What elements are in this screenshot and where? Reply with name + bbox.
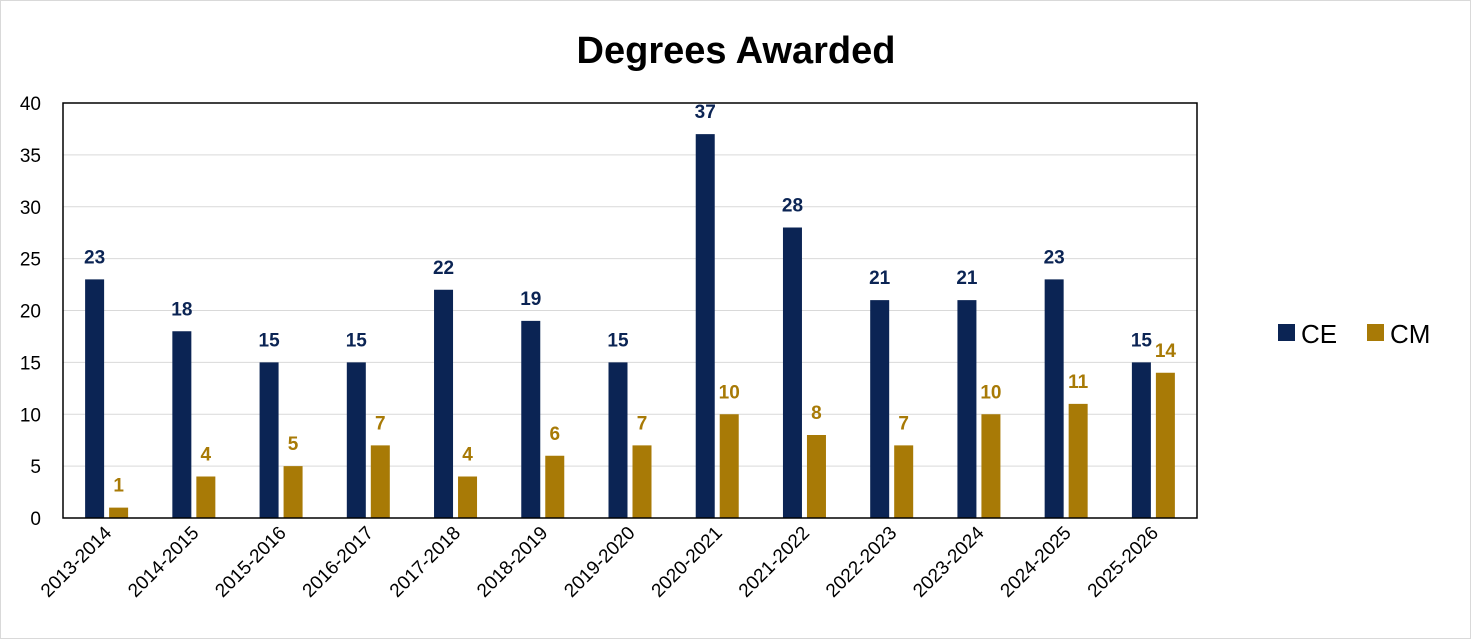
bar-ce <box>346 362 366 518</box>
y-tick-label: 40 <box>20 94 41 115</box>
bar-cm <box>1068 403 1088 518</box>
gridlines <box>63 154 1197 467</box>
data-label-ce: 18 <box>171 299 192 320</box>
data-label-ce: 37 <box>695 102 716 123</box>
data-label-cm: 10 <box>980 382 1001 403</box>
legend-label-ce: CE <box>1301 319 1337 349</box>
x-tick-label: 2022-2023 <box>822 523 901 602</box>
x-tick-label: 2020-2021 <box>648 523 727 602</box>
bar-cm <box>894 445 914 518</box>
data-label-cm: 7 <box>375 413 386 434</box>
data-label-cm: 1 <box>113 476 124 497</box>
data-label-ce: 22 <box>433 258 454 279</box>
chart-title: Degrees Awarded <box>577 30 896 72</box>
data-label-ce: 21 <box>869 268 891 289</box>
bar-ce <box>1044 279 1064 518</box>
bar-ce <box>521 320 541 518</box>
plot-area-border <box>62 102 1198 519</box>
data-label-ce: 23 <box>84 247 105 268</box>
data-label-cm: 4 <box>201 445 212 466</box>
legend: CE CM <box>1278 319 1430 349</box>
data-label-ce: 15 <box>607 330 629 351</box>
bar-ce <box>957 300 977 518</box>
data-label-cm: 10 <box>719 382 740 403</box>
y-tick-label: 25 <box>20 250 41 271</box>
x-tick-label: 2014-2015 <box>124 523 203 602</box>
bar-cm <box>196 476 216 518</box>
y-tick-label: 5 <box>30 457 41 478</box>
data-label-ce: 19 <box>520 289 541 310</box>
data-label-cm: 4 <box>462 445 473 466</box>
bar-ce <box>434 289 454 518</box>
x-tick-label: 2017-2018 <box>386 523 465 602</box>
data-label-ce: 21 <box>956 268 978 289</box>
bar-ce <box>782 227 802 518</box>
bar-ce <box>85 279 105 518</box>
bar-cm <box>458 476 478 518</box>
x-tick-label: 2024-2025 <box>997 523 1076 602</box>
legend-label-cm: CM <box>1390 319 1430 349</box>
y-axis-ticks: 0 5 10 15 20 25 30 35 40 <box>20 94 41 530</box>
y-tick-label: 0 <box>30 509 41 530</box>
y-tick-label: 15 <box>20 353 41 374</box>
bar-ce <box>870 300 890 518</box>
x-tick-label: 2018-2019 <box>473 523 552 602</box>
x-tick-label: 2019-2020 <box>560 523 639 602</box>
y-tick-label: 30 <box>20 198 41 219</box>
x-axis-ticks: 2013-2014 2014-2015 2015-2016 2016-2017 2017… <box>37 522 1163 601</box>
data-label-cm: 5 <box>288 434 299 455</box>
x-tick-label: 2013-2014 <box>37 522 116 601</box>
bar-cm <box>109 507 129 518</box>
bar-cm <box>719 414 739 518</box>
data-label-cm: 7 <box>898 413 909 434</box>
data-label-cm: 8 <box>811 403 822 424</box>
bar-cm <box>1155 372 1175 518</box>
x-tick-label: 2021-2022 <box>735 523 814 602</box>
data-label-cm: 11 <box>1068 372 1089 393</box>
bars <box>85 134 1175 518</box>
bar-cm <box>283 466 303 518</box>
bar-ce <box>608 362 628 518</box>
bar-ce <box>259 362 279 518</box>
bar-ce <box>172 331 192 518</box>
bar-cm <box>370 445 390 518</box>
bar-cm <box>632 445 652 518</box>
data-label-cm: 14 <box>1155 341 1177 362</box>
data-label-ce: 15 <box>259 330 281 351</box>
data-label-cm: 7 <box>637 413 648 434</box>
y-tick-label: 10 <box>20 405 41 426</box>
x-tick-label: 2015-2016 <box>212 523 291 602</box>
bar-cm <box>806 435 826 518</box>
legend-swatch-ce <box>1278 324 1295 341</box>
x-tick-label: 2016-2017 <box>299 523 378 602</box>
bar-ce <box>1131 362 1151 518</box>
data-label-ce: 15 <box>346 330 368 351</box>
legend-swatch-cm <box>1367 324 1384 341</box>
y-tick-label: 35 <box>20 146 41 167</box>
data-label-ce: 23 <box>1044 247 1065 268</box>
y-tick-label: 20 <box>20 302 41 323</box>
data-label-ce: 28 <box>782 196 803 217</box>
data-labels: 23 1 18 4 15 5 15 7 22 4 19 6 15 7 37 10 28 8 21 7 21 10 23 11 1… <box>84 102 1176 497</box>
bar-cm <box>981 414 1001 518</box>
bar-ce <box>695 134 715 518</box>
x-tick-label: 2023-2024 <box>909 522 988 601</box>
x-tick-label: 2025-2026 <box>1084 523 1163 602</box>
data-label-cm: 6 <box>549 424 560 445</box>
data-label-ce: 15 <box>1131 330 1153 351</box>
bar-cm <box>545 455 565 518</box>
